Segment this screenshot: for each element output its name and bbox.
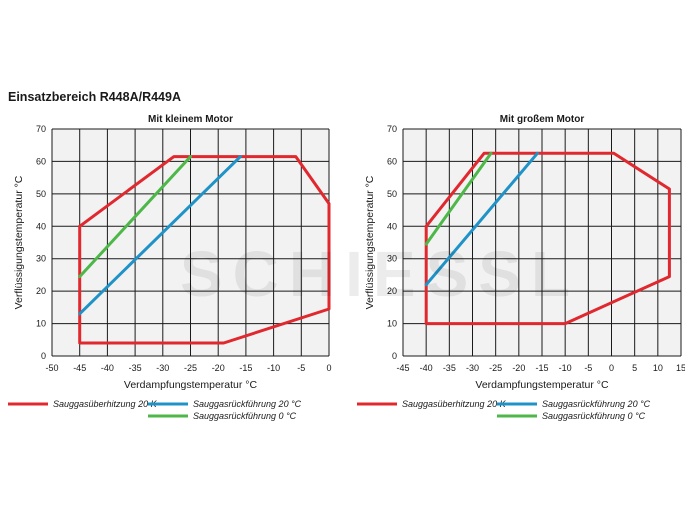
chart-1-ytick-label-1: 10 <box>36 319 46 329</box>
legend-1-label-1: Sauggasüberhitzung 20 K <box>53 399 158 409</box>
chart-2-ytick-label-2: 20 <box>387 286 397 296</box>
chart-2-xtick-label-2: -35 <box>443 363 456 373</box>
chart-1-ytick-label-3: 30 <box>36 254 46 264</box>
chart-1-xtick-label-2: -40 <box>101 363 114 373</box>
chart-2-xtick-label-7: -10 <box>559 363 572 373</box>
chart-2-xtick-label-10: 5 <box>632 363 637 373</box>
legend-2-label-1: Sauggasüberhitzung 20 K <box>402 399 507 409</box>
chart-1-xtick-label-3: -35 <box>129 363 142 373</box>
chart-2-xtick-label-5: -20 <box>512 363 525 373</box>
chart-2-ytick-label-5: 50 <box>387 189 397 199</box>
chart-2-ytick-label-4: 40 <box>387 221 397 231</box>
watermark-text: SCHIESSL <box>180 238 580 310</box>
chart-1-xtick-label-10: 0 <box>326 363 331 373</box>
chart-2-series-3 <box>424 151 493 246</box>
chart-1-series-3 <box>78 155 192 279</box>
chart-1-xtick-label-6: -20 <box>212 363 225 373</box>
chart-1-ytick-label-5: 50 <box>36 189 46 199</box>
chart-2-xtick-label-6: -15 <box>535 363 548 373</box>
chart-1-xtick-label-8: -10 <box>267 363 280 373</box>
chart-2-xtick-label-4: -25 <box>489 363 502 373</box>
chart-1-xtick-label-4: -30 <box>156 363 169 373</box>
chart-2-ytick-label-7: 70 <box>387 124 397 134</box>
legend-1-label-2: Sauggasrückführung 20 °C <box>193 399 302 409</box>
chart-1-ytick-label-7: 70 <box>36 124 46 134</box>
chart-2-xtick-label-0: -45 <box>396 363 409 373</box>
chart-1-series-1 <box>78 155 331 345</box>
chart-2-xtick-label-8: -5 <box>584 363 592 373</box>
chart-1-series-2 <box>78 155 242 316</box>
chart-1-xtick-label-7: -15 <box>239 363 252 373</box>
chart-2-ytick-label-0: 0 <box>392 351 397 361</box>
chart-2-xtick-label-3: -30 <box>466 363 479 373</box>
chart-2-series-1 <box>424 151 671 326</box>
chart-2-xtick-label-12: 15 <box>676 363 685 373</box>
chart-1-ytick-label-4: 40 <box>36 221 46 231</box>
chart-1-ylabel: Verflüssigungstemperatur °C <box>13 175 25 309</box>
chart-2-xlabel: Verdampfungstemperatur °C <box>475 379 609 391</box>
chart-1-xtick-label-9: -5 <box>297 363 305 373</box>
chart-2-ytick-label-3: 30 <box>387 254 397 264</box>
chart-1-xtick-label-5: -25 <box>184 363 197 373</box>
legend-2-label-3: Sauggasrückführung 0 °C <box>542 411 646 421</box>
chart-2-xtick-label-9: 0 <box>609 363 614 373</box>
legend-2-label-2: Sauggasrückführung 20 °C <box>542 399 651 409</box>
chart-2-ytick-label-6: 60 <box>387 156 397 166</box>
chart-1-ytick-label-2: 20 <box>36 286 46 296</box>
chart-1-title: Mit kleinem Motor <box>148 114 233 125</box>
chart-2-title: Mit großem Motor <box>500 114 585 125</box>
page-title: Einsatzbereich R448A/R449A <box>8 90 181 104</box>
chart-2-ytick-label-1: 10 <box>387 319 397 329</box>
chart-1-xlabel: Verdampfungstemperatur °C <box>124 379 258 391</box>
chart-1-xtick-label-0: -50 <box>45 363 58 373</box>
chart-1-ytick-label-0: 0 <box>41 351 46 361</box>
chart-1-xtick-label-1: -45 <box>73 363 86 373</box>
chart-1-ytick-label-6: 60 <box>36 156 46 166</box>
chart-2-xtick-label-11: 10 <box>653 363 663 373</box>
chart-2-series-2 <box>424 151 539 287</box>
chart-2-xtick-label-1: -40 <box>420 363 433 373</box>
chart-2-ylabel: Verflüssigungstemperatur °C <box>364 175 376 309</box>
legend-1-label-3: Sauggasrückführung 0 °C <box>193 411 297 421</box>
